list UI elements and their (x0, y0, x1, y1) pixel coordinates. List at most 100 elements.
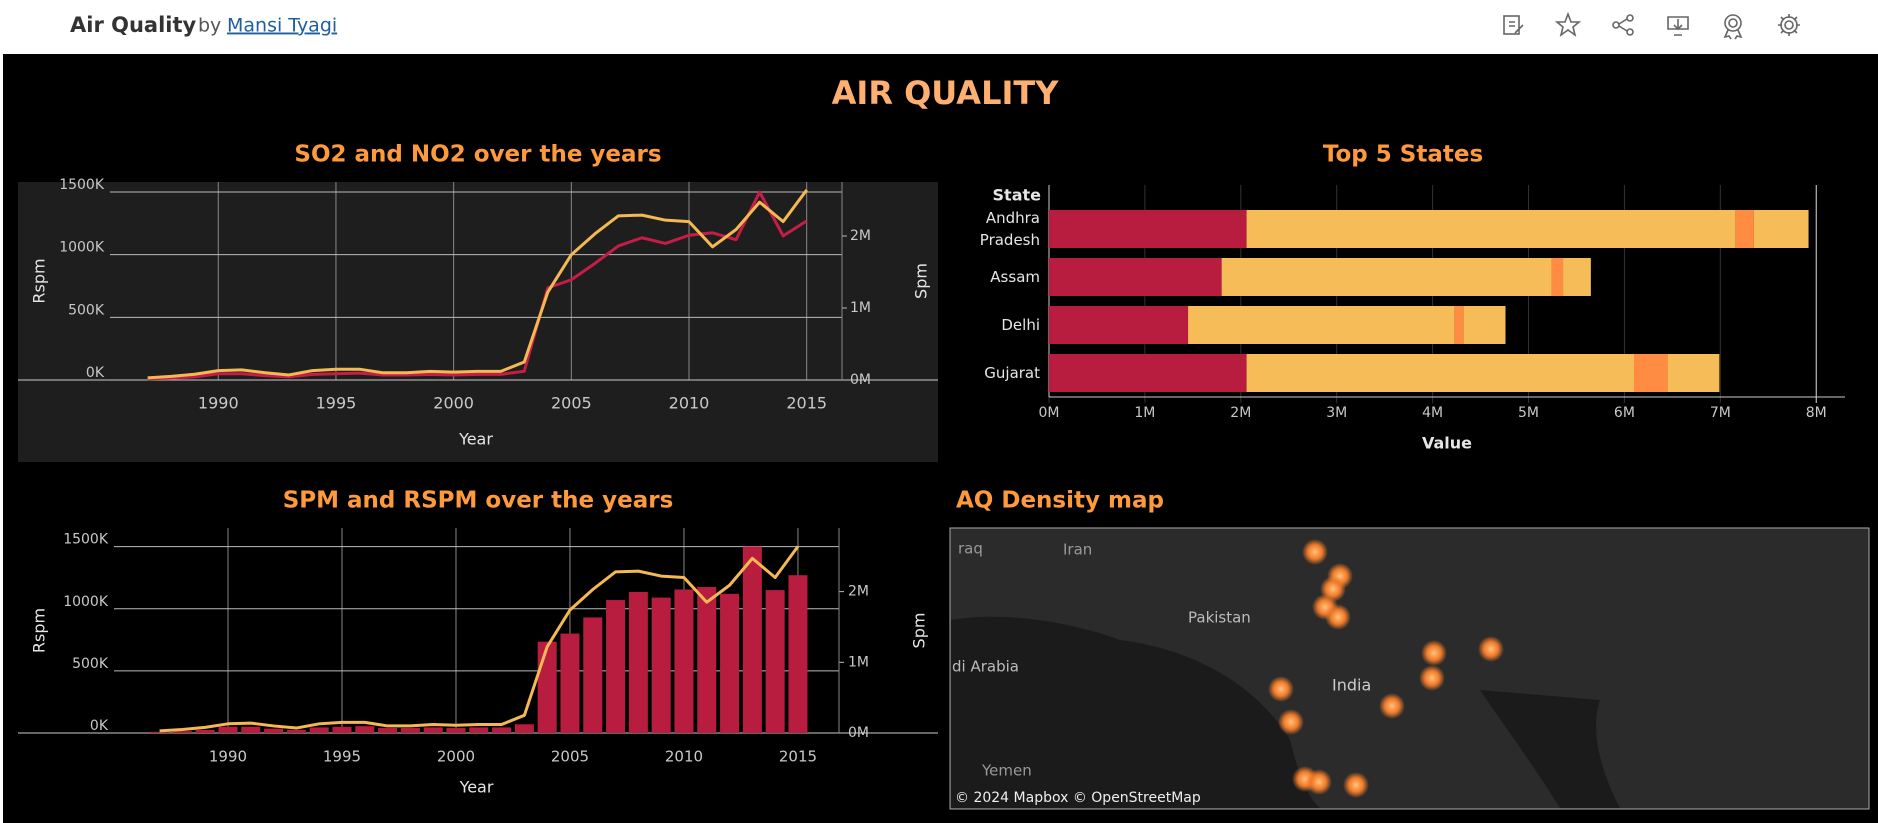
x-tick-label: 2005 (551, 394, 592, 413)
by-text: by (198, 15, 221, 37)
badge-icon[interactable] (1723, 14, 1743, 40)
density-point (1478, 636, 1504, 662)
bar-segment (1049, 306, 1189, 344)
density-point (1343, 772, 1369, 798)
x-tick-label: 3M (1326, 405, 1347, 421)
bay (1480, 690, 1620, 808)
bar (264, 728, 284, 733)
bar (195, 729, 215, 733)
chart-title: SPM and RSPM over the years (283, 488, 674, 514)
bar (674, 589, 694, 733)
bar (218, 726, 238, 733)
bar (286, 729, 306, 733)
bar-segment (1049, 354, 1247, 392)
bar (423, 727, 443, 733)
dashboard-title: AIR QUALITY (832, 74, 1060, 112)
x-tick-label: 2M (1230, 405, 1251, 421)
bar (309, 727, 329, 733)
author-link[interactable]: Mansi Tyagi (227, 15, 337, 37)
x-tick-label: 1990 (198, 394, 239, 413)
bar (514, 724, 534, 733)
density-point (1419, 665, 1445, 691)
bar (492, 727, 512, 733)
edit-icon[interactable] (1503, 15, 1524, 35)
density-point (1302, 539, 1328, 565)
bar (560, 633, 580, 733)
bar (537, 641, 557, 733)
favorite-icon[interactable] (1554, 11, 1582, 37)
x-tick-label: 0M (1039, 405, 1060, 421)
x-tick-label: 2000 (433, 394, 474, 413)
bar-segment (1049, 258, 1222, 296)
y2-tick-label: 2M (850, 228, 871, 244)
chart-title: SO2 and NO2 over the years (294, 142, 661, 168)
bar (628, 591, 648, 733)
settings-icon[interactable] (1778, 14, 1800, 36)
map-label: Iran (1063, 541, 1092, 559)
x-tick-label: 1995 (323, 748, 361, 766)
bar (469, 727, 489, 733)
bar (150, 731, 170, 733)
toolbar (1503, 11, 1800, 40)
bar-segment (1753, 210, 1809, 248)
bar-segment (1246, 210, 1736, 248)
line (147, 190, 808, 381)
y-tick-label: 1500K (59, 177, 105, 193)
y-tick-label: Delhi (1001, 316, 1040, 334)
x-axis-title: Year (459, 778, 494, 797)
x-tick-label: 2010 (669, 394, 710, 413)
bar-segment (1463, 306, 1506, 344)
plot-panel (18, 182, 938, 462)
x-tick-label: 2015 (786, 394, 827, 413)
y-tick-label: 0K (86, 365, 105, 381)
bar-segment (1735, 210, 1754, 248)
bar (355, 726, 375, 733)
bar (651, 597, 671, 733)
x-axis-title: Year (458, 430, 493, 449)
share-icon[interactable] (1612, 14, 1634, 36)
map-title: AQ Density map (956, 488, 1164, 514)
density-point (1379, 693, 1405, 719)
bar (765, 590, 785, 733)
density-point (1268, 676, 1294, 702)
x-tick-label: 7M (1710, 405, 1731, 421)
y-tick-label: 1000K (63, 594, 109, 610)
x-tick-label: 4M (1422, 405, 1443, 421)
map-label: India (1332, 676, 1371, 695)
workbook-title: Air Quality (70, 13, 197, 37)
y-tick-label: 0K (90, 718, 109, 734)
bar-segment (1454, 306, 1464, 344)
bar (583, 617, 603, 733)
bar (742, 546, 762, 733)
y-axis-title: State (993, 186, 1042, 205)
bar-segment (1221, 258, 1552, 296)
density-point (1306, 769, 1332, 795)
bar-segment (1188, 306, 1455, 344)
y-tick-label: 500K (68, 302, 105, 318)
y-tick-label: 1000K (59, 240, 105, 256)
bar (606, 600, 626, 733)
x-tick-label: 1990 (209, 748, 247, 766)
density-point (1421, 640, 1447, 666)
density-point (1278, 709, 1304, 735)
y-axis-title: Rspm (30, 608, 49, 653)
x-tick-label: 1M (1134, 405, 1155, 421)
download-icon[interactable] (1667, 16, 1689, 36)
x-tick-label: 2010 (665, 748, 703, 766)
y-tick-label: 500K (72, 656, 109, 672)
chart-title: Top 5 States (1323, 142, 1483, 168)
x-axis-title: Value (1422, 434, 1472, 453)
x-tick-label: 2005 (551, 748, 589, 766)
map-attribution: © 2024 Mapbox © OpenStreetMap (955, 790, 1201, 806)
map-label: Pakistan (1188, 609, 1251, 627)
y-tick-label: 1500K (63, 532, 109, 548)
header-bar (0, 0, 1878, 54)
bar-segment (1551, 258, 1564, 296)
x-tick-label: 6M (1614, 405, 1635, 421)
y2-axis-title: Spm (912, 263, 931, 299)
bar-segment (1563, 258, 1591, 296)
y2-tick-label: 2M (848, 584, 869, 600)
bar (332, 726, 352, 733)
